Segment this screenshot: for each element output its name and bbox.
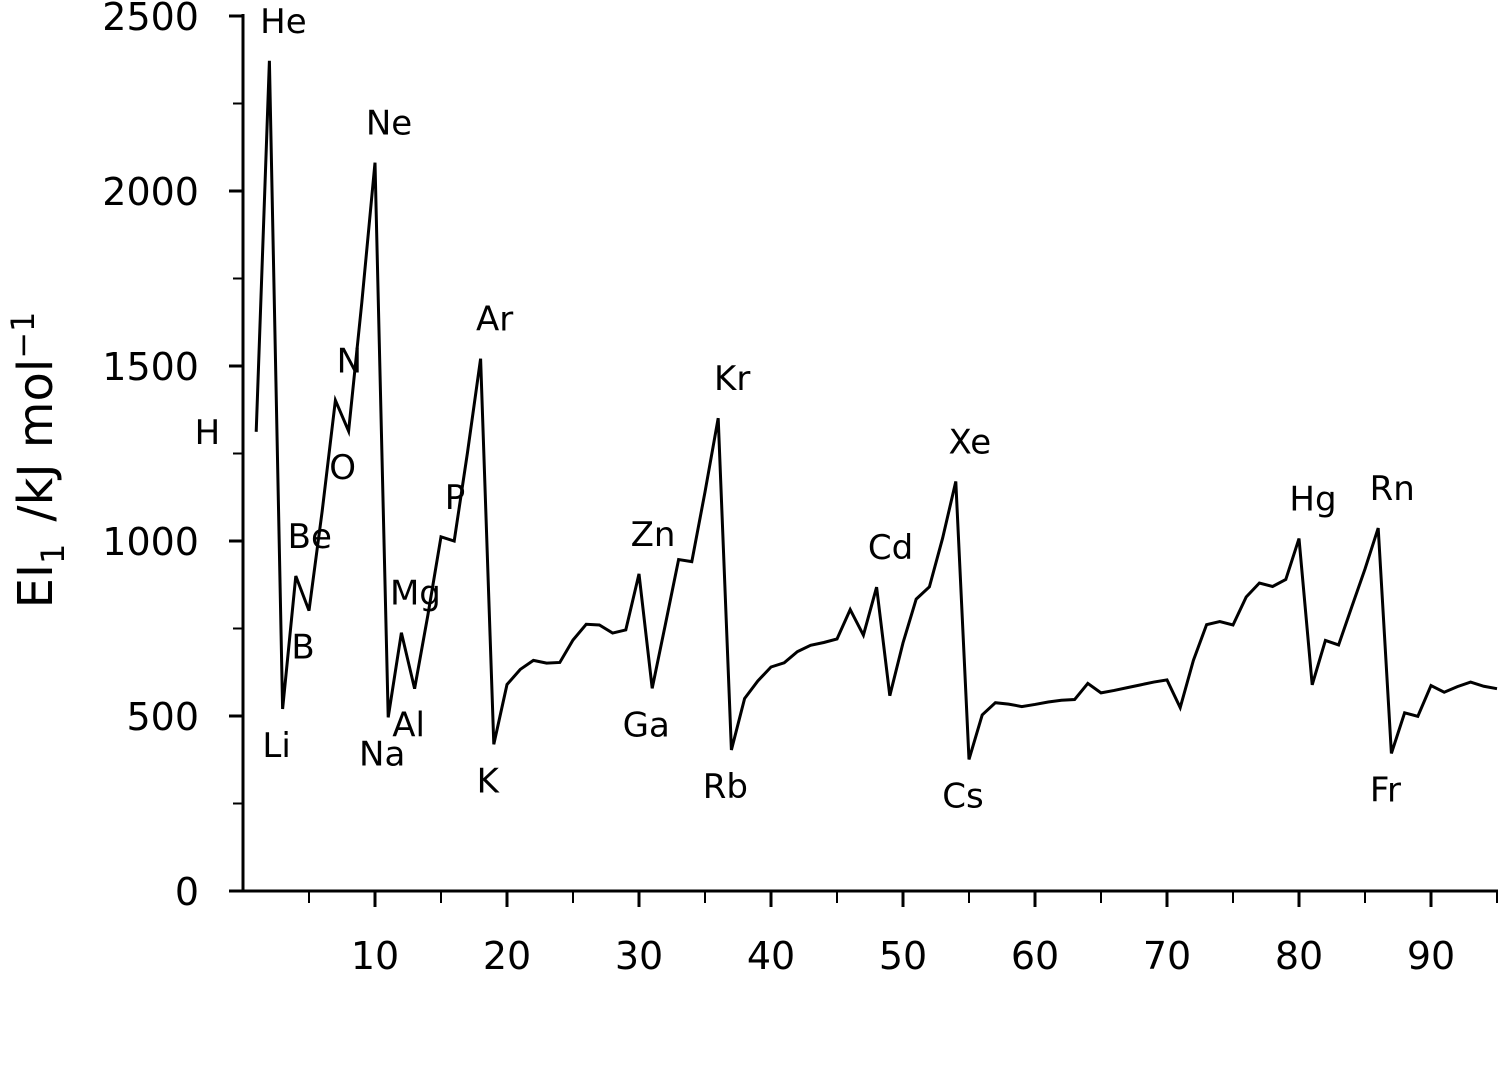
x-tick-label: 70	[1143, 934, 1191, 978]
element-label: B	[291, 628, 314, 668]
y-tick-label: 2000	[102, 170, 199, 214]
x-tick-label: 10	[351, 934, 399, 978]
element-label: O	[329, 448, 356, 488]
x-tick-label: 60	[1011, 934, 1059, 978]
y-label-sub: 1	[34, 544, 72, 564]
x-tick-label: 80	[1275, 934, 1323, 978]
y-axis-label: EI1/kJ mol−1	[4, 312, 72, 609]
element-label: Al	[392, 706, 425, 746]
element-label: Be	[288, 517, 332, 557]
y-label-main: EI	[8, 564, 64, 608]
y-tick-label: 500	[126, 695, 199, 739]
element-label: P	[445, 478, 466, 518]
x-tick-label: 50	[879, 934, 927, 978]
element-label: Li	[262, 726, 290, 766]
y-label-sup: −1	[4, 312, 42, 359]
element-label: Na	[359, 734, 405, 774]
element-label: Cd	[868, 528, 913, 568]
element-label: N	[337, 341, 362, 381]
element-label: Ar	[476, 300, 513, 340]
x-tick-label: 30	[615, 934, 663, 978]
element-label: H	[195, 413, 221, 453]
element-label: Xe	[948, 423, 991, 463]
element-label: Cs	[942, 776, 983, 816]
element-label: Zn	[631, 515, 676, 555]
data-line	[254, 60, 1498, 760]
element-label: Rb	[703, 767, 748, 807]
element-label: Ne	[366, 104, 412, 144]
element-label: Rn	[1370, 469, 1415, 509]
element-label: Mg	[390, 574, 441, 614]
y-label-unit: /kJ mol	[8, 359, 64, 522]
element-label: He	[260, 2, 306, 42]
y-tick-label: 2500	[102, 0, 199, 39]
x-tick-label: 90	[1407, 934, 1455, 978]
x-tick-label: 40	[747, 934, 795, 978]
element-label: Kr	[714, 359, 750, 399]
y-tick-label: 1000	[102, 520, 199, 564]
element-label: Fr	[1370, 770, 1401, 810]
x-tick-label: 20	[483, 934, 531, 978]
element-label: K	[477, 761, 501, 801]
element-label: Hg	[1289, 480, 1336, 520]
element-label: Ga	[623, 705, 670, 745]
y-tick-label: 0	[175, 870, 199, 914]
y-tick-label: 1500	[102, 345, 199, 389]
